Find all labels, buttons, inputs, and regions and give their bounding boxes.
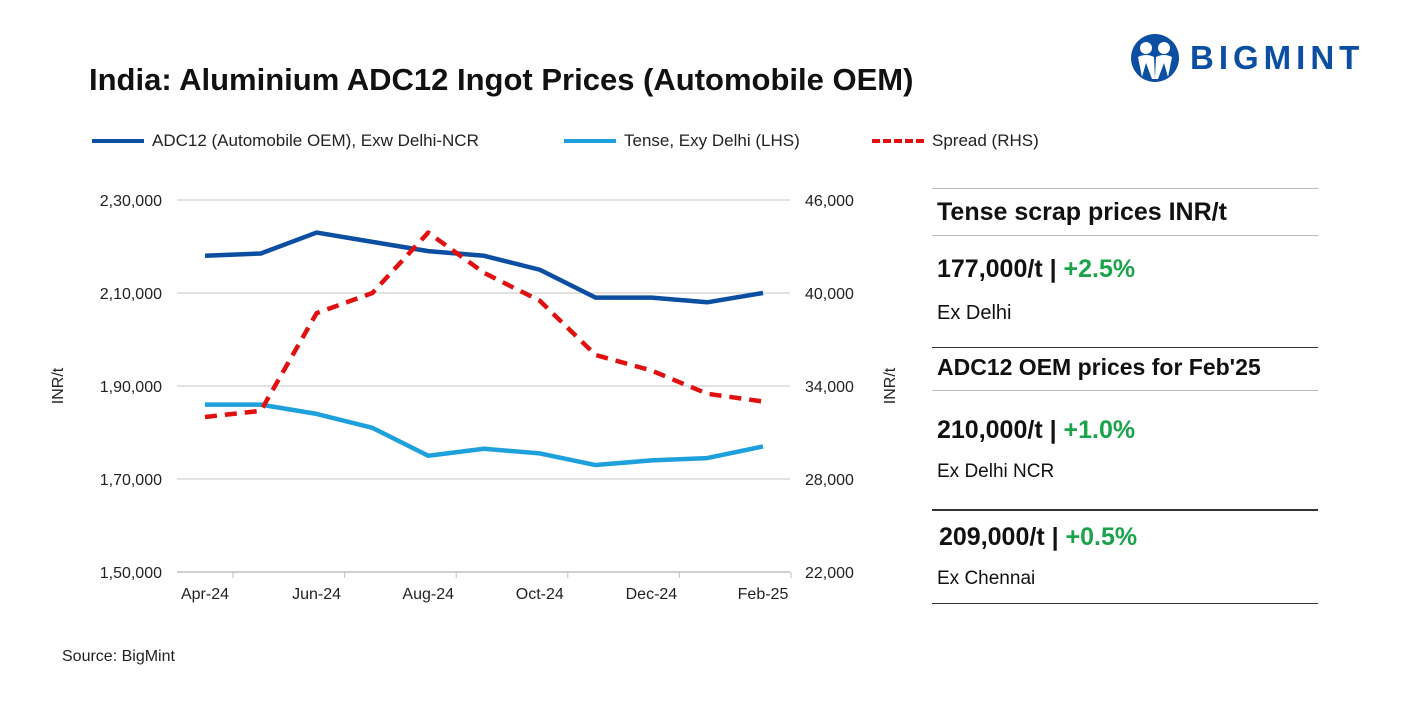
line-chart: 1,50,000 22,000 1,70,000 28,000 1,90,000 34,0… [50, 193, 899, 603]
y2-tick-label: 46,000 [805, 193, 854, 210]
bigmint-logo: BIGMINT [1130, 33, 1364, 83]
y-tick-label: 2,10,000 [100, 286, 162, 303]
adc1-change: +1.0% [1063, 416, 1136, 444]
series-line-0 [204, 230, 764, 305]
y-tick-label: 1,50,000 [100, 565, 162, 582]
legend-swatch [92, 139, 144, 143]
source-note: Source: BigMint [62, 648, 175, 665]
series-line-1 [205, 402, 764, 468]
tense-price: 177,000/t [937, 255, 1043, 283]
adc1-location: Ex Delhi NCR [937, 461, 1055, 482]
legend-swatch [564, 139, 616, 143]
logo-icon [1131, 34, 1179, 82]
x-tick-label: Apr-24 [181, 586, 229, 603]
adc1-price: 210,000/t [937, 416, 1043, 444]
divider [932, 188, 1318, 189]
separator: | [1049, 416, 1057, 444]
logo-text: BIGMINT [1190, 39, 1365, 76]
series-line-2 [204, 230, 764, 420]
adc-header: ADC12 OEM prices for Feb'25 [937, 354, 1261, 380]
y2-tick-label: 28,000 [805, 472, 854, 489]
y-axis-title: INR/t [50, 367, 67, 404]
adc2-price-row: 209,000/t | +0.5% [939, 523, 1137, 552]
legend-item-tense: Tense, Exy Delhi (LHS) [564, 131, 800, 151]
divider [932, 390, 1318, 391]
y-tick-label: 2,30,000 [100, 193, 162, 210]
divider [932, 603, 1318, 604]
y2-tick-label: 34,000 [805, 379, 854, 396]
tense-change: +2.5% [1063, 255, 1136, 283]
legend-swatch [872, 139, 924, 143]
legend-label: ADC12 (Automobile OEM), Exw Delhi-NCR [152, 131, 479, 150]
x-tick-label: Oct-24 [516, 586, 564, 603]
divider [932, 235, 1318, 236]
tense-header: Tense scrap prices INR/t [937, 198, 1227, 226]
adc1-price-row: 210,000/t | +1.0% [937, 416, 1135, 445]
divider [932, 509, 1318, 511]
y2-tick-label: 40,000 [805, 286, 854, 303]
x-tick-label: Feb-25 [738, 586, 789, 603]
chart-title: India: Aluminium ADC12 Ingot Prices (Aut… [89, 62, 914, 97]
x-tick-label: Jun-24 [292, 586, 341, 603]
x-tick-label: Aug-24 [402, 586, 454, 603]
adc2-price: 209,000/t [939, 523, 1045, 551]
legend-item-spread: Spread (RHS) [872, 131, 1039, 151]
tense-location: Ex Delhi [937, 302, 1012, 324]
legend-label: Tense, Exy Delhi (LHS) [624, 131, 800, 150]
separator: | [1051, 523, 1059, 551]
tense-price-row: 177,000/t | +2.5% [937, 255, 1135, 284]
x-tick-label: Dec-24 [626, 586, 678, 603]
legend-label: Spread (RHS) [932, 131, 1039, 150]
y2-axis-title: INR/t [882, 367, 899, 404]
y-tick-label: 1,70,000 [100, 472, 162, 489]
separator: | [1049, 255, 1057, 283]
y-tick-label: 1,90,000 [100, 379, 162, 396]
y2-tick-label: 22,000 [805, 565, 854, 582]
divider [932, 347, 1318, 348]
adc2-change: +0.5% [1065, 523, 1138, 551]
adc2-location: Ex Chennai [937, 568, 1036, 589]
legend-item-adc12: ADC12 (Automobile OEM), Exw Delhi-NCR [92, 131, 479, 151]
